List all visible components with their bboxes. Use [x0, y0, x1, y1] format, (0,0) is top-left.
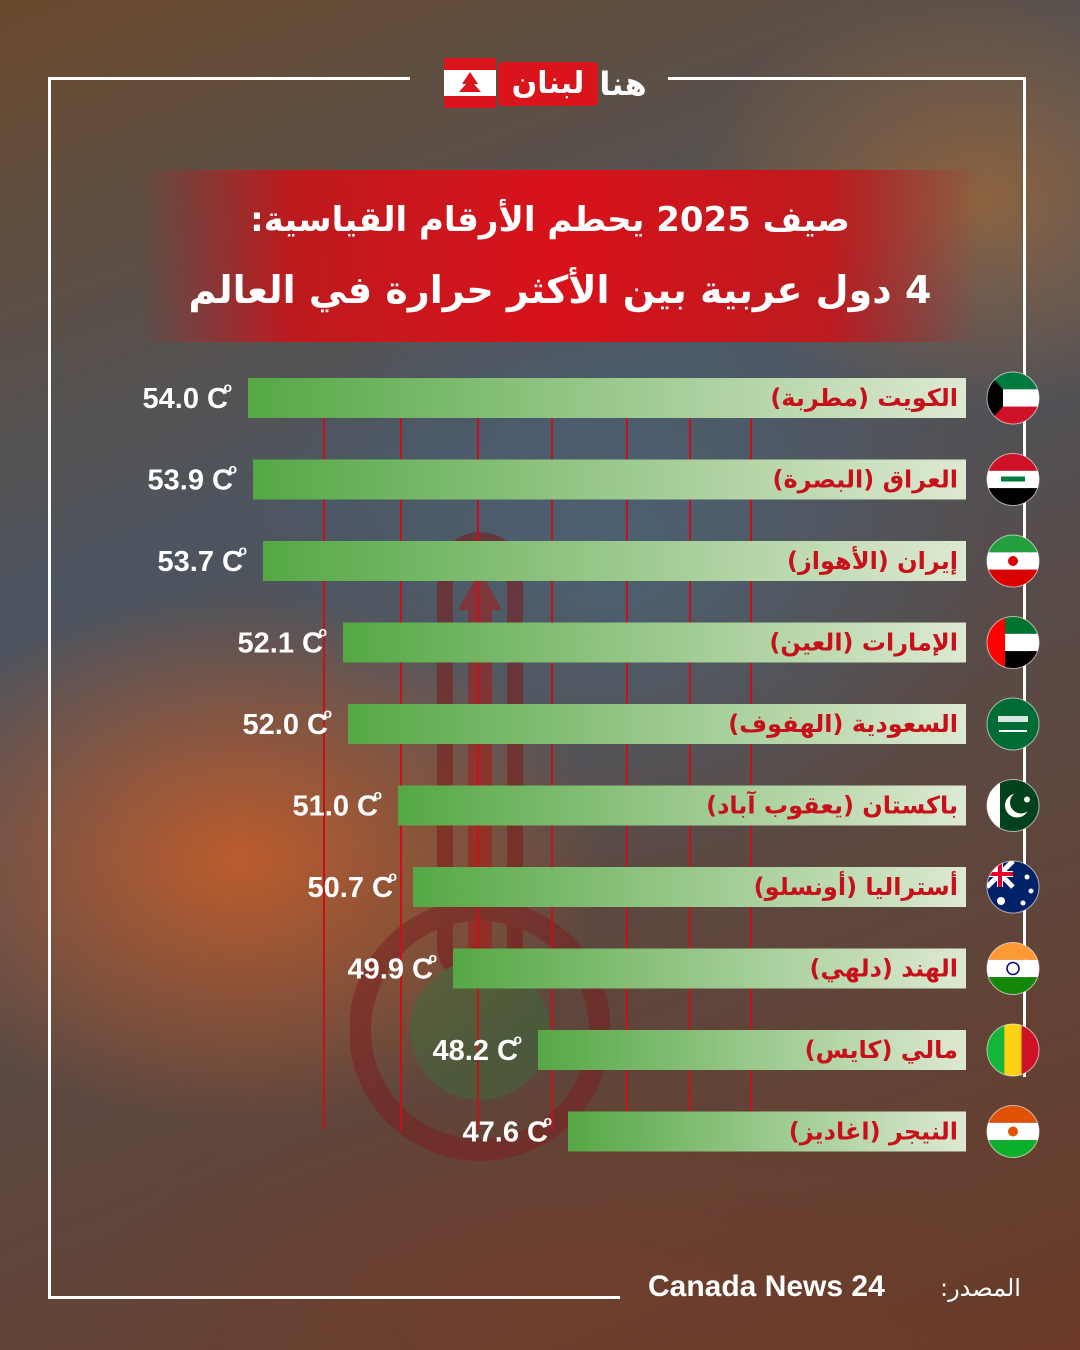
- title-line-2: 4 دول عربية بين الأكثر حرارة في العالم: [188, 268, 932, 312]
- bar-row: الهند (دلهي) 49.9 Co: [348, 942, 1040, 995]
- bar-category-label: الإمارات (العين): [769, 629, 958, 657]
- uae-flag-icon: [986, 616, 1040, 669]
- pakistan-flag-icon: [986, 779, 1040, 832]
- iraq-flag-icon: [986, 453, 1040, 506]
- bar: [398, 785, 966, 826]
- bar: [343, 622, 966, 663]
- bar: [248, 378, 966, 418]
- degree-mark: o: [543, 1113, 552, 1129]
- bar: [263, 541, 966, 581]
- bar-value-label: 52.1 C: [238, 628, 323, 660]
- degree-mark: o: [318, 624, 327, 640]
- bar-row: أستراليا (أونسلو) 50.7 Co: [308, 860, 1040, 914]
- india-flag-icon: [986, 942, 1040, 995]
- bar: [453, 948, 966, 989]
- saudi-flag-icon: [986, 697, 1040, 751]
- bar-value-label: 49.9 C: [348, 954, 433, 986]
- kuwait-flag-icon: [986, 371, 1040, 425]
- degree-mark: o: [388, 868, 397, 884]
- bar-row: الإمارات (العين) 52.1 Co: [238, 616, 1040, 669]
- logo-red-text: لبنان: [498, 62, 598, 106]
- bar-row: النيجر (اغاديز) 47.6 Co: [463, 1105, 1040, 1158]
- brand-logo: لبنان هنا: [440, 52, 650, 114]
- bar-row: إيران (الأهواز) 53.7 Co: [158, 534, 1040, 588]
- bar-category-label: أستراليا (أونسلو): [754, 871, 958, 901]
- frame-bottom: [48, 1296, 620, 1299]
- title-band: [140, 170, 980, 342]
- bar-category-label: الهند (دلهي): [810, 955, 959, 983]
- degree-mark: o: [223, 379, 232, 395]
- bar-value-label: 54.0 C: [143, 383, 228, 415]
- bar: [253, 459, 966, 500]
- bar: [568, 1111, 966, 1152]
- bar-row: مالي (كايس) 48.2 Co: [433, 1023, 1040, 1077]
- source-value: Canada News 24: [648, 1270, 885, 1303]
- bar-row: باكستان (يعقوب آباد) 51.0 Co: [293, 779, 1040, 832]
- bar-value-label: 53.9 C: [148, 465, 233, 497]
- bar-category-label: الكويت (مطربة): [770, 384, 958, 412]
- degree-mark: o: [228, 461, 237, 477]
- bar-category-label: النيجر (اغاديز): [789, 1118, 958, 1146]
- niger-flag-icon: [986, 1105, 1040, 1158]
- bar-category-label: باكستان (يعقوب آباد): [706, 791, 958, 820]
- bar-category-label: إيران (الأهواز): [787, 546, 958, 575]
- bar-value-label: 52.0 C: [243, 709, 328, 741]
- bar-value-label: 51.0 C: [293, 791, 378, 823]
- iran-flag-icon: [986, 534, 1040, 588]
- frame-left: [48, 77, 51, 1299]
- bar-row: السعودية (الهفوف) 52.0 Co: [243, 697, 1040, 751]
- bar-value-label: 48.2 C: [433, 1035, 518, 1067]
- thermometer-background-icon: [350, 532, 610, 1161]
- degree-mark: o: [238, 542, 247, 558]
- bar-category-label: السعودية (الهفوف): [728, 710, 958, 738]
- degree-mark: o: [513, 1031, 522, 1047]
- bar: [413, 867, 966, 907]
- logo-white-text: هنا: [599, 65, 647, 103]
- bar: [538, 1030, 966, 1070]
- bar-row: العراق (البصرة) 53.9 Co: [148, 453, 1040, 506]
- frame-top-left: [48, 77, 410, 80]
- bar-value-label: 50.7 C: [308, 872, 393, 904]
- frame-top-right: [668, 77, 1026, 80]
- bar: [348, 704, 966, 744]
- source-label: المصدر:: [940, 1274, 1021, 1302]
- degree-mark: o: [323, 705, 332, 721]
- mali-flag-icon: [986, 1023, 1040, 1077]
- degree-mark: o: [428, 950, 437, 966]
- bar-category-label: العراق (البصرة): [773, 466, 958, 494]
- australia-flag-icon: [986, 860, 1040, 914]
- degree-mark: o: [373, 787, 382, 803]
- bar-row: الكويت (مطربة) 54.0 Co: [143, 371, 1040, 425]
- bar-value-label: 47.6 C: [463, 1117, 548, 1149]
- bar-category-label: مالي (كايس): [805, 1036, 958, 1064]
- title-line-1: صيف 2025 يحطم الأرقام القياسية:: [250, 200, 850, 240]
- bar-value-label: 53.7 C: [158, 546, 243, 578]
- cedar-logo-icon: [444, 58, 496, 108]
